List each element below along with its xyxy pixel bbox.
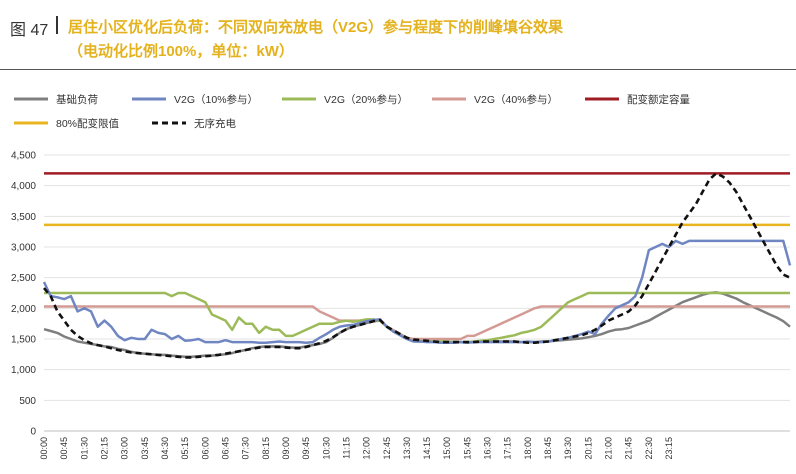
x-tick-label: 10:30 (321, 437, 331, 460)
y-tick-label: 0 (30, 427, 36, 438)
x-tick-label: 08:15 (261, 437, 271, 460)
y-tick-label: 2,000 (11, 304, 36, 315)
series-line-v2g_10 (42, 239, 792, 344)
y-tick-label: 1,500 (11, 335, 36, 346)
legend-label-limit_80: 80%配变限值 (56, 117, 120, 130)
x-tick-label: 23:15 (664, 437, 674, 460)
x-tick-label: 15:00 (442, 437, 452, 460)
x-tick-label: 18:00 (523, 437, 533, 460)
x-tick-label: 20:15 (583, 437, 593, 460)
x-tick-label: 21:45 (624, 437, 634, 460)
x-tick-label: 06:00 (200, 437, 210, 460)
x-tick-label: 09:00 (281, 437, 291, 460)
x-tick-label: 03:45 (140, 437, 150, 460)
x-tick-label: 03:00 (120, 437, 130, 460)
series-line-v2g_20 (44, 291, 790, 344)
figure-label: 图 47 (10, 22, 49, 39)
legend-label-v2g_20: V2G（20%参与） (324, 93, 408, 106)
series-line-unordered (43, 172, 791, 359)
x-axis-ticks: 00:00 00:45 01:30 02:15 03:00 03:45 04:30 05:15… (39, 437, 674, 460)
x-tick-label: 22:30 (644, 437, 654, 460)
y-tick-label: 3,000 (11, 243, 36, 254)
series-line-base_load (43, 291, 791, 359)
x-tick-label: 01:30 (79, 437, 89, 460)
x-tick-label: 04:30 (160, 437, 170, 460)
series-lines (42, 172, 792, 359)
legend-label-v2g_10: V2G（10%参与） (174, 93, 258, 106)
legend-label-unordered: 无序充电 (194, 117, 236, 130)
x-tick-label: 11:15 (341, 437, 351, 459)
figure-label-separator (56, 16, 58, 34)
x-tick-label: 07:30 (241, 437, 251, 460)
x-tick-label: 02:15 (99, 437, 109, 460)
x-tick-label: 18:45 (543, 437, 553, 460)
chart-subtitle: （电动化比例100%，单位：kW） (68, 43, 294, 60)
x-tick-label: 00:45 (59, 437, 69, 460)
x-tick-label: 12:45 (382, 437, 392, 460)
x-tick-label: 21:00 (604, 437, 614, 460)
x-tick-label: 06:45 (220, 437, 230, 460)
x-tick-label: 16:30 (483, 437, 493, 460)
x-tick-label: 00:00 (39, 437, 49, 460)
y-tick-label: 4,000 (11, 181, 36, 192)
x-tick-label: 12:00 (362, 437, 372, 460)
y-tick-label: 3,500 (11, 212, 36, 223)
legend-label-v2g_40: V2G（40%参与） (474, 93, 558, 106)
x-tick-label: 14:15 (422, 437, 432, 460)
series-line-v2g_40 (44, 305, 790, 341)
legend-label-base_load: 基础负荷 (56, 93, 98, 106)
chart-title: 居住小区优化后负荷：不同双向充放电（V2G）参与程度下的削峰填谷效果 (68, 19, 564, 36)
x-tick-label: 05:15 (180, 437, 190, 460)
y-tick-label: 1,000 (11, 365, 36, 376)
x-tick-label: 09:45 (301, 437, 311, 460)
header-divider (0, 69, 796, 70)
y-tick-label: 500 (19, 396, 36, 407)
y-axis-ticks: 0 500 1,000 1,500 2,000 2,500 3,000 3,500 4,000 4… (11, 151, 36, 438)
legend-label-capacity: 配变额定容量 (627, 93, 690, 106)
x-tick-label: 19:30 (563, 437, 573, 460)
x-tick-label: 15:45 (462, 437, 472, 460)
legend: 基础负荷 V2G（10%参与） V2G（20%参与） V2G（40%参与） 配变额定容量… (14, 93, 690, 130)
chart-header: 图 47 居住小区优化后负荷：不同双向充放电（V2G）参与程度下的削峰填谷效果 … (0, 0, 796, 72)
y-tick-label: 4,500 (11, 151, 36, 162)
x-tick-label: 13:30 (402, 437, 412, 460)
grid-lines (44, 154, 790, 401)
x-tick-label: 17:15 (503, 437, 513, 460)
y-tick-label: 2,500 (11, 273, 36, 284)
